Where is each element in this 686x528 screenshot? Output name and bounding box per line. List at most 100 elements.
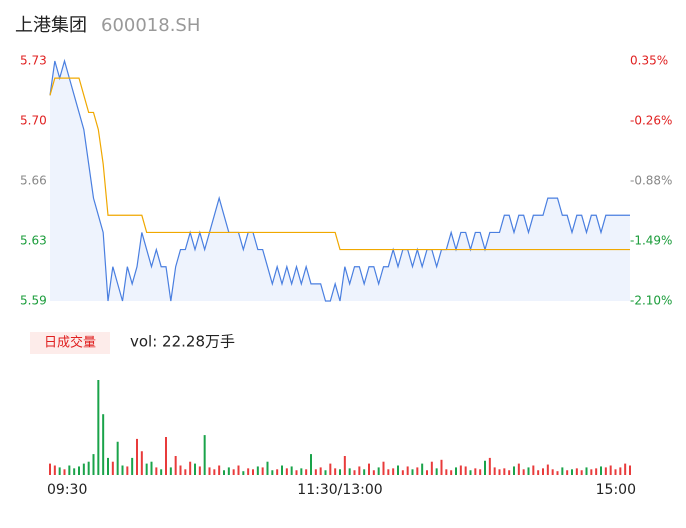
- volume-bar: [435, 468, 438, 475]
- volume-bar: [78, 466, 80, 475]
- volume-bar: [136, 438, 138, 475]
- volume-bar: [566, 470, 569, 475]
- y2-tick-label: -2.10%: [630, 294, 672, 308]
- y-tick-label: 5.59: [20, 294, 47, 308]
- volume-bar: [542, 468, 544, 475]
- volume-bar: [450, 470, 453, 475]
- volume-bar: [416, 467, 419, 475]
- volume-bar: [561, 467, 564, 475]
- volume-bar: [401, 470, 404, 475]
- volume-bar: [63, 469, 66, 475]
- volume-bar: [527, 467, 530, 475]
- volume-bar: [368, 463, 370, 475]
- volume-bar: [556, 471, 559, 475]
- volume-bar: [281, 465, 283, 475]
- volume-bar: [426, 470, 428, 475]
- volume-bar: [498, 469, 501, 475]
- volume-bar: [155, 467, 158, 475]
- volume-bar: [247, 468, 250, 475]
- volume-bar: [140, 451, 143, 475]
- volume-bar: [343, 456, 346, 475]
- volume-bar: [92, 454, 95, 475]
- volume-badge: [30, 332, 110, 354]
- volume-bar: [464, 466, 467, 475]
- y2-tick-label: -0.88%: [630, 174, 672, 188]
- x-tick-label: 15:00: [596, 482, 636, 498]
- x-tick-label: 11:30/13:00: [297, 482, 382, 498]
- volume-bar: [198, 466, 201, 475]
- volume-bar: [213, 469, 216, 475]
- volume-bar: [614, 469, 617, 475]
- volume-bar: [440, 459, 443, 475]
- volume-bar: [261, 467, 264, 475]
- volume-bar: [503, 468, 506, 475]
- volume-bar: [624, 463, 627, 475]
- volume-bar: [324, 470, 327, 475]
- volume-bar: [339, 469, 341, 475]
- volume-bar: [590, 469, 593, 475]
- volume-bar: [609, 465, 612, 475]
- volume-bar: [600, 466, 602, 475]
- volume-bar: [150, 461, 153, 475]
- volume-bar: [334, 468, 337, 475]
- volume-bar: [305, 469, 308, 475]
- volume-bar: [546, 464, 549, 475]
- volume-bar: [203, 435, 206, 475]
- volume-bar: [595, 468, 598, 475]
- volume-bar: [474, 468, 477, 475]
- volume-bar: [252, 469, 254, 475]
- volume-bar: [513, 466, 515, 475]
- volume-bar: [276, 469, 279, 475]
- volume-bar: [300, 468, 303, 475]
- volume-bar: [87, 461, 90, 475]
- volume-bar: [580, 470, 583, 475]
- volume-text: vol: 22.28万手: [130, 333, 235, 351]
- volume-bar: [237, 465, 240, 475]
- volume-bar: [479, 469, 482, 475]
- average-line: [49, 77, 630, 251]
- volume-bar: [184, 469, 187, 475]
- volume-bar: [575, 468, 578, 475]
- y-tick-label: 5.70: [20, 114, 47, 128]
- volume-bar: [397, 465, 399, 475]
- volume-bar: [82, 463, 85, 475]
- volume-label: 日成交量: [44, 335, 96, 351]
- volume-bar: [179, 465, 182, 475]
- volume-bar: [551, 469, 554, 475]
- volume-bar: [314, 469, 317, 475]
- volume-bar: [629, 465, 631, 475]
- y-tick-label: 5.66: [20, 174, 47, 188]
- volume-bar: [469, 470, 472, 475]
- volume-bar: [242, 471, 245, 475]
- volume-bar: [116, 441, 119, 475]
- volume-bar: [49, 463, 51, 475]
- volume-bar: [58, 467, 61, 475]
- volume-bar: [165, 437, 167, 475]
- volume-bar: [145, 463, 148, 475]
- volume-bar: [585, 467, 588, 475]
- volume-bar: [271, 470, 274, 475]
- volume-bar: [218, 465, 221, 475]
- volume-bar: [392, 468, 395, 475]
- volume-bar: [319, 467, 322, 475]
- volume-bar: [459, 465, 462, 475]
- volume-bar: [232, 469, 235, 475]
- volume-bar: [174, 456, 177, 475]
- y2-tick-label: 0.35%: [630, 54, 668, 68]
- volume-bar: [68, 465, 71, 475]
- price-line: [49, 58, 630, 302]
- volume-bar: [421, 463, 424, 475]
- volume-bar: [121, 465, 124, 475]
- volume-bar: [430, 461, 433, 475]
- volume-bar: [160, 469, 163, 475]
- volume-bar: [73, 468, 76, 475]
- volume-bar: [537, 470, 540, 475]
- volume-bar: [266, 461, 269, 475]
- volume-bar: [493, 467, 496, 475]
- chart-subtitle: 600018.SH: [101, 15, 200, 36]
- volume-bar: [131, 457, 134, 475]
- volume-bar: [571, 469, 573, 475]
- volume-bar: [310, 454, 312, 475]
- volume-bar: [406, 466, 409, 475]
- volume-bar: [445, 469, 448, 475]
